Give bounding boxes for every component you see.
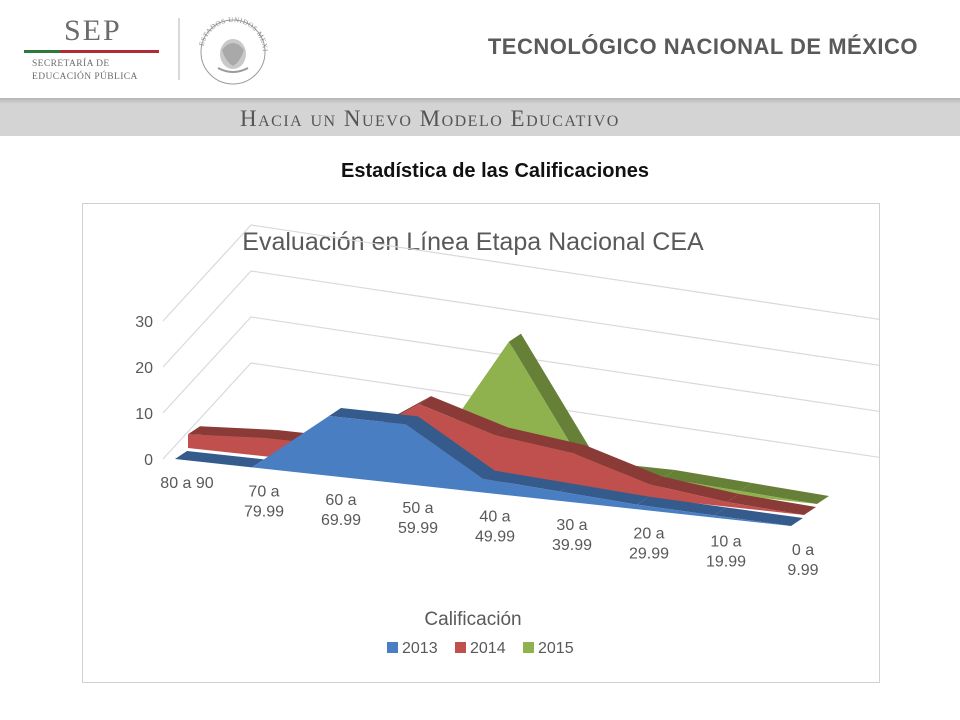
x-tick-label: 80 a 90 — [160, 475, 213, 492]
series-2013-top-3 — [406, 416, 495, 479]
series-2013-top-7 — [714, 507, 803, 526]
sep-logo: SEP SECRETARÍA DE EDUCACIÓN PÚBLICA — [24, 14, 164, 84]
series-2013-area — [175, 415, 791, 526]
x-tick-label-line: 80 a 90 — [160, 475, 213, 492]
x-axis-label: Calificación — [424, 609, 521, 630]
legend-label-2013: 2013 — [402, 640, 438, 657]
series-2013-top-2 — [329, 407, 418, 425]
series-2015-area — [201, 341, 817, 504]
gridline-0 — [162, 362, 879, 460]
x-tick-label: 60 a 69.99 — [321, 492, 361, 529]
series-2015-top-4 — [509, 333, 598, 470]
x-tick-label: 0 a 9.99 — [787, 542, 818, 579]
chart-container: Evaluación en Línea Etapa Nacional CEA 0 1… — [82, 203, 880, 683]
series-2013-top-0 — [175, 451, 264, 468]
series-2014-top-7 — [727, 494, 816, 515]
x-tick-label-line: 9.99 — [787, 562, 818, 579]
legend-swatch-2014 — [455, 642, 466, 653]
sep-subtitle: SECRETARÍA DE EDUCACIÓN PÚBLICA — [32, 58, 138, 84]
y-tick-label: 20 — [135, 360, 153, 377]
x-tick-label-line: 0 a — [792, 542, 814, 559]
x-tick-label: 10 a 19.99 — [706, 534, 746, 571]
x-tick-label-line: 10 a — [710, 534, 741, 551]
legend-label-2014: 2014 — [470, 640, 506, 657]
series-2015-top-6 — [663, 470, 752, 492]
page-title: Estadística de las Calificaciones — [341, 160, 649, 182]
area-chart-3d: Evaluación en Línea Etapa Nacional CEA 0 1… — [135, 224, 879, 657]
x-tick-label-line: 19.99 — [706, 554, 746, 571]
slogan-band — [0, 98, 960, 136]
sep-logo-line — [24, 50, 159, 53]
legend-swatch-2013 — [387, 642, 398, 653]
series-2013-top-4 — [483, 470, 572, 492]
x-tick-label-line: 50 a — [402, 500, 433, 517]
mexico-seal-icon: ESTADOS UNIDOS MEXICANOS — [194, 14, 269, 85]
series-2014-top-4 — [496, 427, 585, 454]
chart-series — [175, 333, 829, 526]
x-tick-label: 30 a 39.99 — [552, 517, 592, 554]
y-tick-label: 0 — [144, 452, 153, 469]
sep-subtitle-line1: SECRETARÍA DE — [32, 59, 110, 69]
chart-legend: 2013 2014 2015 — [387, 640, 574, 657]
y-tick-label: 10 — [135, 406, 153, 423]
x-tick-label: 40 a 49.99 — [475, 509, 515, 546]
series-2014-top-6 — [650, 476, 739, 503]
series-2014-top-3 — [419, 396, 508, 436]
x-tick-label-line: 70 a — [248, 483, 279, 500]
series-2013 — [175, 407, 803, 526]
series-2014-area — [188, 404, 804, 515]
x-tick-label: 70 a 79.99 — [244, 483, 284, 520]
series-2014-top-5 — [573, 445, 662, 485]
x-tick-label-line: 59.99 — [398, 520, 438, 537]
page-header: SEP SECRETARÍA DE EDUCACIÓN PÚBLICA ESTA… — [0, 0, 960, 100]
x-tick-label-line: 20 a — [633, 525, 664, 542]
x-tick-label: 20 a 29.99 — [629, 525, 669, 562]
legend-swatch-2015 — [523, 642, 534, 653]
x-tick-label-line: 49.99 — [475, 529, 515, 546]
sep-logo-line-green — [24, 50, 60, 53]
series-2015-top-7 — [740, 483, 829, 504]
x-tick-label: 50 a 59.99 — [398, 500, 438, 537]
x-tick-label-line: 39.99 — [552, 537, 592, 554]
slogan-text: Hacia un Nuevo Modelo Educativo — [240, 106, 620, 131]
x-tick-label-line: 29.99 — [629, 545, 669, 562]
x-tick-label-line: 30 a — [556, 517, 587, 534]
x-tick-label-line: 60 a — [325, 492, 356, 509]
x-tick-label-line: 79.99 — [244, 503, 284, 520]
x-tick-label-line: 69.99 — [321, 512, 361, 529]
series-2014-top-0 — [188, 426, 277, 438]
gridline-20 — [162, 270, 879, 368]
y-tick-label: 30 — [135, 314, 153, 331]
sep-wordmark: SEP — [64, 14, 122, 47]
sep-subtitle-line2: EDUCACIÓN PÚBLICA — [32, 72, 138, 82]
chart-title: Evaluación en Línea Etapa Nacional CEA — [242, 228, 704, 256]
x-tick-label-line: 40 a — [479, 509, 510, 526]
gridline-10 — [162, 316, 879, 414]
series-2013-top-6 — [637, 496, 726, 516]
header-divider — [178, 18, 180, 80]
gridline-30 — [162, 224, 879, 322]
series-2013-top-5 — [560, 483, 649, 505]
legend-label-2015: 2015 — [538, 640, 574, 657]
chart-gridlines — [162, 224, 879, 460]
institution-name: TECNOLÓGICO NACIONAL DE MÉXICO — [487, 34, 918, 59]
